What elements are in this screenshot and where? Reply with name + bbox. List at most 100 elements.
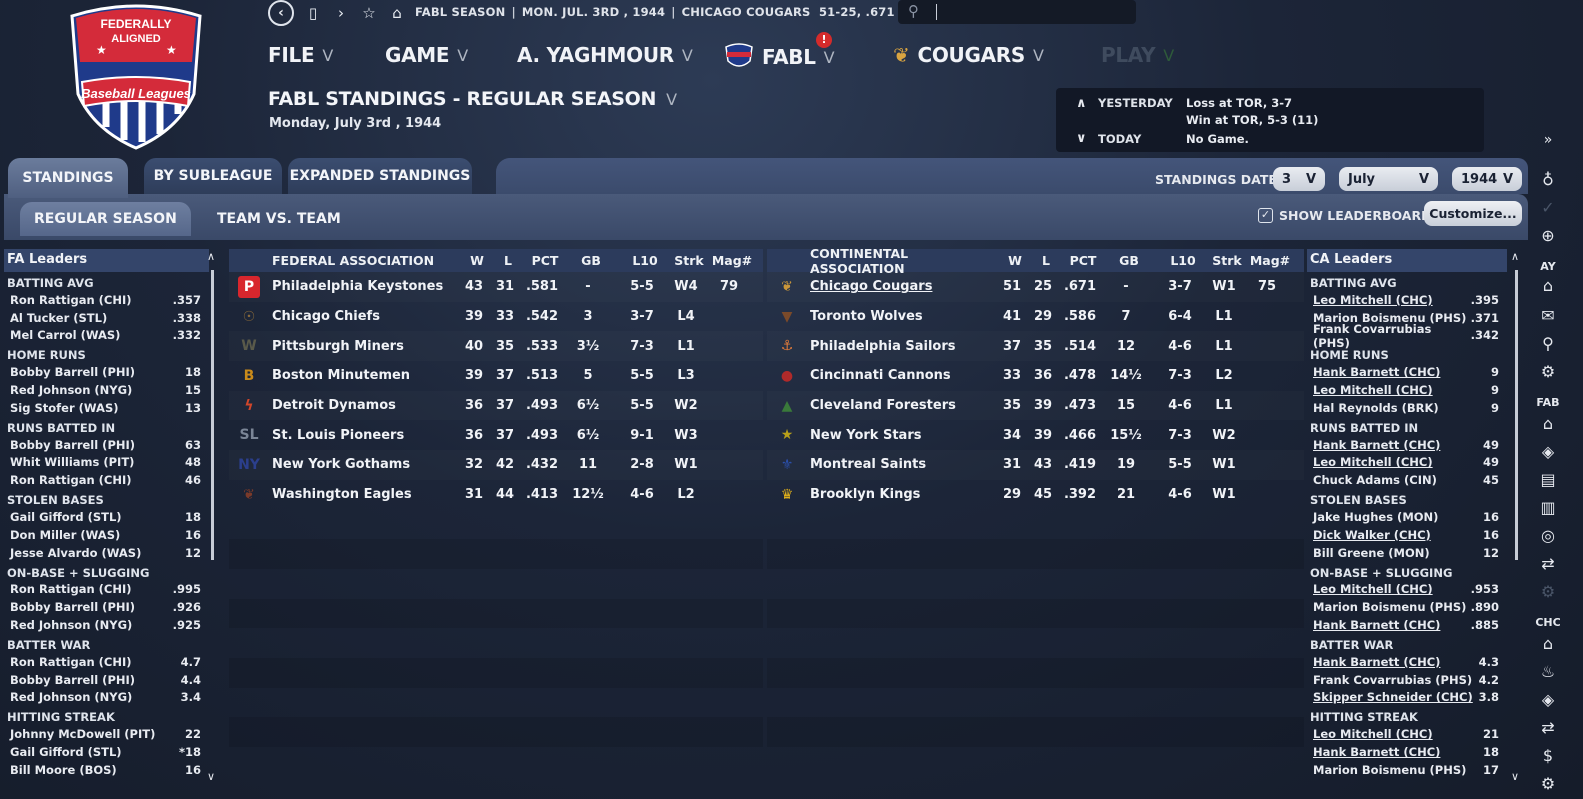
col-mag[interactable]: Mag# [1249,253,1291,268]
transaction-icon[interactable]: ⇄ [1541,718,1555,737]
tab-expanded-standings[interactable]: EXPANDED STANDINGS [288,158,472,194]
col-pct[interactable]: PCT [531,253,559,268]
baseball-icon[interactable]: ◎ [1541,526,1555,545]
team-name[interactable]: Cleveland Foresters [810,398,956,414]
collapse-sidebar-icon[interactable]: » [1543,132,1553,148]
home-icon[interactable]: ⌂ [1542,634,1554,653]
leader-row[interactable]: Hank Barnett (CHC) .885 [1307,616,1507,634]
leader-row[interactable]: Hank Barnett (CHC) 18 [1307,743,1507,761]
menu-league[interactable]: FABL V [724,43,835,71]
col-strk[interactable]: Strk [674,253,704,268]
team-name[interactable]: Philadelphia Keystones [272,279,444,295]
team-name[interactable]: Philadelphia Sailors [810,338,956,354]
leader-row[interactable]: Hank Barnett (CHC) 49 [1307,436,1507,454]
col-strk[interactable]: Strk [1212,253,1242,268]
col-l[interactable]: L [1042,253,1050,268]
leader-row[interactable]: Frank Covarrubias (PHS) .342 [1307,322,1507,350]
transaction-icon[interactable]: ⇄ [1541,554,1555,573]
search-input[interactable]: ⚲ [898,0,1136,24]
player-name[interactable]: Leo Mitchell (CHC) [1313,582,1433,597]
subtab-regular-season[interactable]: REGULAR SEASON [20,202,191,236]
gear-icon[interactable]: ⚙ [1540,774,1556,793]
lightbulb-icon[interactable]: ♁ [1542,170,1554,189]
scroll-up-icon[interactable]: ∧ [1511,250,1520,263]
player-name[interactable]: Leo Mitchell (CHC) [1313,292,1433,307]
scroll-down-icon[interactable]: ∨ [1511,770,1520,783]
col-w[interactable]: W [1008,253,1022,268]
back-icon[interactable]: ‹ [268,0,294,26]
table-row[interactable]: ❦ Washington Eagles 31 44 .413 12½ 4-6 L2 [229,480,763,510]
table-row[interactable]: ★ New York Stars 34 39 .466 15½ 7-3 W2 [767,420,1304,450]
menu-file[interactable]: FILE V [268,43,333,67]
table-row[interactable]: B Boston Minutemen 39 37 .513 5 5-5 L3 [229,361,763,391]
month-select[interactable]: July V [1339,167,1438,191]
chevron-down-icon[interactable]: ∨ [1076,131,1087,146]
player-name[interactable]: Hank Barnett (CHC) [1313,745,1441,760]
table-row[interactable]: ☉ Chicago Chiefs 39 33 .542 3 3-7 L4 [229,302,763,332]
customize-button[interactable]: Customize... [1424,201,1522,226]
scrollbar-thumb[interactable] [211,270,214,560]
player-name[interactable]: Hank Barnett (CHC) [1313,618,1441,633]
leader-row[interactable]: Leo Mitchell (CHC) .953 [1307,581,1507,599]
leader-row[interactable]: Chuck Adams (CIN) 45 [1307,471,1507,489]
globe-icon[interactable]: ⊕ [1541,226,1555,245]
leader-row[interactable]: Marion Boismenu (PHS) .890 [1307,598,1507,616]
team-name[interactable]: Toronto Wolves [810,309,923,325]
table-row[interactable]: P Philadelphia Keystones 43 31 .581 - 5-5 W4 79 [229,272,763,302]
table-row[interactable]: ⚓ Philadelphia Sailors 37 35 .514 12 4-6 L1 [767,331,1304,361]
team-name[interactable]: Washington Eagles [272,487,412,503]
leader-row[interactable]: Whit Williams (PIT) 48 [4,454,209,472]
leader-row[interactable]: Ron Rattigan (CHI) 4.7 [4,653,209,671]
team-name[interactable]: Chicago Chiefs [272,309,380,325]
table-row[interactable]: SL St. Louis Pioneers 36 37 .493 6½ 9-1 W3 [229,420,763,450]
col-gb[interactable]: GB [581,253,601,268]
menu-team[interactable]: ❦ COUGARS V [893,43,1044,67]
col-w[interactable]: W [470,253,484,268]
stats-icon[interactable]: ▥ [1540,498,1556,517]
leader-row[interactable]: Hal Reynolds (BRK) 9 [1307,399,1507,417]
leader-row[interactable]: Ron Rattigan (CHI) .995 [4,581,209,599]
scroll-up-icon[interactable]: ∧ [207,250,216,263]
leader-row[interactable]: Leo Mitchell (CHC) 21 [1307,725,1507,743]
location-icon[interactable]: ◈ [1541,442,1555,461]
scroll-down-icon[interactable]: ∨ [207,770,216,783]
table-row[interactable]: ♛ Brooklyn Kings 29 45 .392 21 4-6 W1 [767,480,1304,510]
gear-icon[interactable]: ⚙ [1540,362,1556,381]
table-row[interactable]: ϟ Detroit Dynamos 36 37 .493 6½ 5-5 W2 [229,391,763,421]
leader-row[interactable]: Skipper Schneider (CHC) 3.8 [1307,689,1507,707]
menu-play[interactable]: PLAY V [1101,43,1174,67]
team-name[interactable]: Chicago Cougars [810,279,933,295]
col-l[interactable]: L [504,253,512,268]
menu-game[interactable]: GAME V [385,43,468,67]
page-title[interactable]: FABL STANDINGS - REGULAR SEASON V [268,88,677,110]
team-name[interactable]: Detroit Dynamos [272,398,396,414]
dollar-icon[interactable]: $ [1542,746,1554,765]
col-pct[interactable]: PCT [1069,253,1097,268]
player-name[interactable]: Skipper Schneider (CHC) [1313,690,1473,705]
col-l10[interactable]: L10 [1170,253,1196,268]
player-name[interactable]: Hank Barnett (CHC) [1313,365,1441,380]
yesterday-game-1[interactable]: Loss at TOR, 3-7 [1186,96,1293,110]
table-row[interactable]: W Pittsburgh Miners 40 35 .533 3½ 7-3 L1 [229,331,763,361]
team-name[interactable]: Pittsburgh Miners [272,338,404,354]
location-icon[interactable]: ◈ [1541,690,1555,709]
table-row[interactable]: NY New York Gothams 32 42 .432 11 2-8 W1 [229,450,763,480]
yesterday-game-2[interactable]: Win at TOR, 5-3 (11) [1186,113,1319,127]
leader-row[interactable]: Ron Rattigan (CHI) .357 [4,291,209,309]
player-name[interactable]: Leo Mitchell (CHC) [1313,727,1433,742]
leader-row[interactable]: Bobby Barrell (PHI) .926 [4,598,209,616]
tab-by-subleague[interactable]: BY SUBLEAGUE [144,158,282,194]
player-name[interactable]: Leo Mitchell (CHC) [1313,383,1433,398]
scrollbar-thumb[interactable] [1515,270,1518,560]
col-mag[interactable]: Mag# [711,253,753,268]
leader-row[interactable]: Gail Gifford (STL) 18 [4,508,209,526]
roster-icon[interactable]: ♨ [1540,662,1556,681]
subtab-team-vs-team[interactable]: TEAM VS. TEAM [217,211,341,227]
table-row[interactable]: ▲ Cleveland Foresters 35 39 .473 15 4-6 L1 [767,391,1304,421]
leader-row[interactable]: Gail Gifford (STL) *18 [4,743,209,761]
player-name[interactable]: Leo Mitchell (CHC) [1313,455,1433,470]
show-leaderboards-toggle[interactable]: ✓ SHOW LEADERBOARDS [1258,208,1440,223]
card-icon[interactable]: ▤ [1540,470,1556,489]
leader-row[interactable]: Leo Mitchell (CHC) .395 [1307,291,1507,309]
